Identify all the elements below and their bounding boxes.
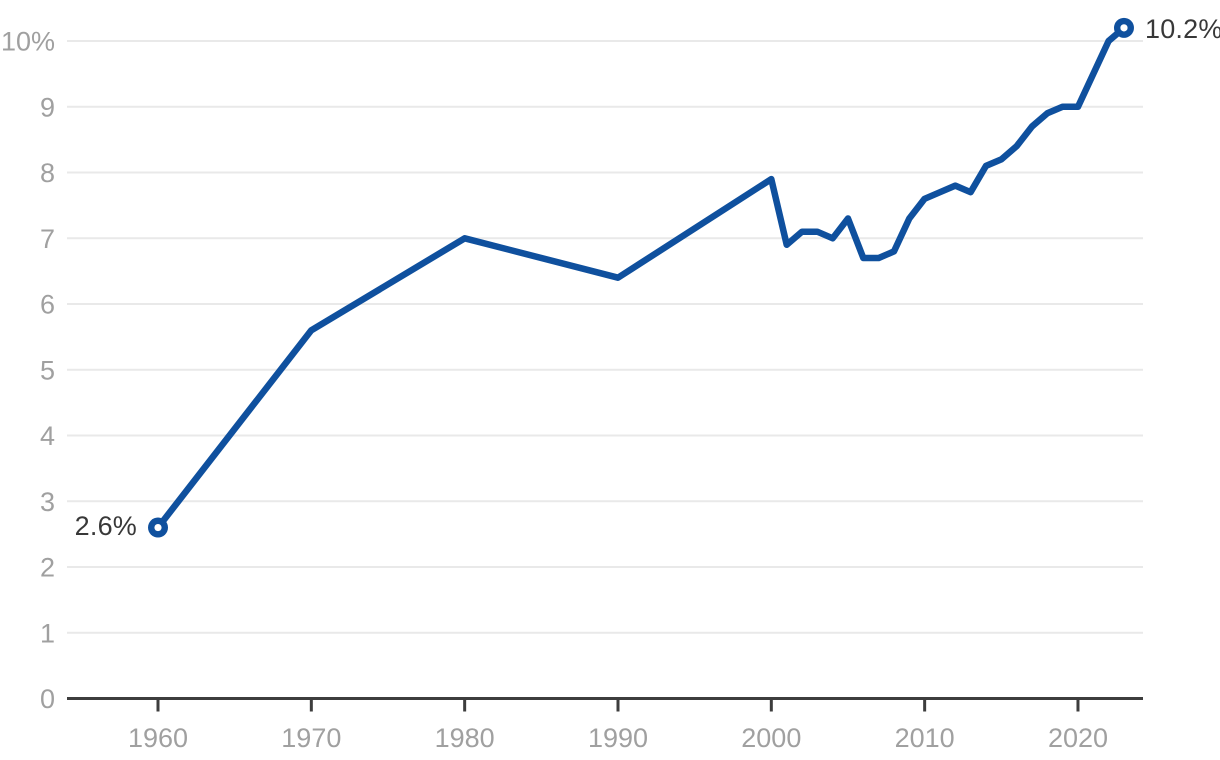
y-tick-label: 4 [40, 421, 55, 451]
y-tick-label: 3 [40, 487, 55, 517]
x-tick-label: 2010 [895, 723, 955, 753]
endpoint-marker-hole [1120, 24, 1128, 32]
x-tick-label: 1970 [281, 723, 341, 753]
y-tick-label: 2 [40, 553, 55, 583]
x-tick-label: 1960 [128, 723, 188, 753]
x-tick-label: 2000 [741, 723, 801, 753]
y-tick-label: 10% [1, 27, 55, 57]
y-tick-label: 8 [40, 158, 55, 188]
end-value-label: 10.2% [1145, 14, 1220, 44]
data-line [154, 24, 1128, 531]
y-tick-label: 0 [40, 684, 55, 714]
y-tick-label: 9 [40, 92, 55, 122]
endpoint-marker-hole [154, 523, 162, 532]
start-value-label: 2.6% [74, 511, 137, 541]
x-tick-label: 1980 [435, 723, 495, 753]
y-tick-label: 5 [40, 355, 55, 385]
x-tick-label: 1990 [588, 723, 648, 753]
y-tick-label: 1 [40, 618, 55, 648]
y-tick-label: 7 [40, 224, 55, 254]
x-tick-label: 2020 [1048, 723, 1108, 753]
y-tick-label: 6 [40, 290, 55, 320]
